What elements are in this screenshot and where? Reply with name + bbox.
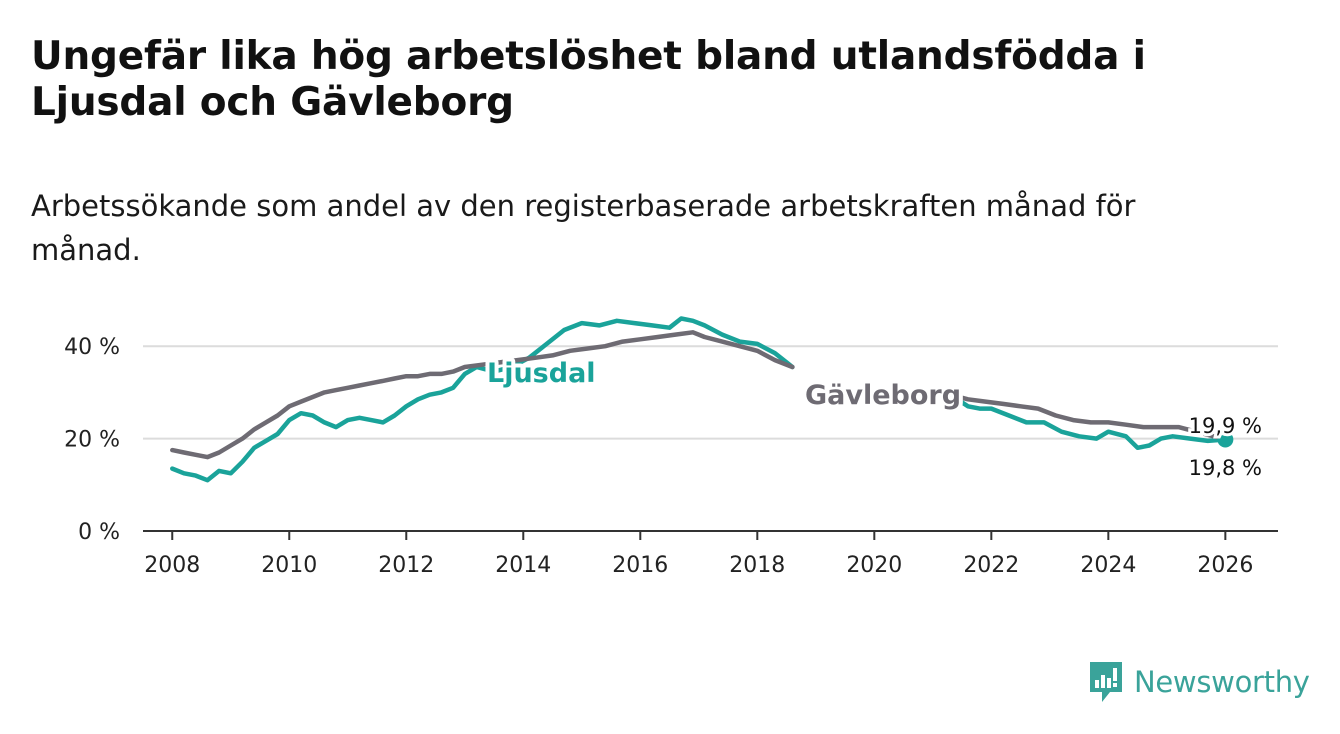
x-tick-label: 2010	[261, 553, 317, 578]
x-axis: 2008 2010 2012 2014 2016 2018 2020 2022 2024 2026	[143, 530, 1278, 578]
logo-text: Newsworthy	[1134, 665, 1310, 699]
series-lines	[170, 316, 1234, 483]
y-axis-ticks: 0 % 20 % 40 %	[64, 335, 120, 545]
x-tick-label: 2008	[144, 553, 200, 578]
ljusdal-end-value-label: 19,8 %	[1189, 456, 1262, 480]
x-tick-label: 2016	[612, 553, 668, 578]
gavleborg-end-value-label: 19,9 %	[1189, 414, 1262, 438]
x-tick-label: 2020	[846, 553, 902, 578]
y-tick-label: 0 %	[78, 520, 120, 545]
newsworthy-logo: Newsworthy	[1088, 660, 1310, 704]
x-tick-label: 2012	[378, 553, 434, 578]
series-labels: Ljusdal Gävleborg 19,9 % 19,8 %	[483, 354, 1265, 483]
x-tick-label: 2018	[729, 553, 785, 578]
y-tick-label: 40 %	[64, 335, 120, 360]
gridlines	[143, 345, 1278, 440]
gavleborg-line-segment-1	[948, 392, 1228, 442]
gavleborg-series-label: Gävleborg	[805, 380, 961, 411]
x-tick-label: 2022	[963, 553, 1019, 578]
gavleborg-line-segment-0	[170, 330, 795, 460]
ljusdal-line-segment-1	[948, 392, 1228, 451]
ljusdal-series-label: Ljusdal	[487, 358, 596, 389]
x-tick-label: 2014	[495, 553, 551, 578]
ljusdal-end-point	[1217, 431, 1234, 448]
x-tick-label: 2026	[1197, 553, 1253, 578]
y-tick-label: 20 %	[64, 428, 120, 453]
chart-subtitle: Arbetssökande som andel av den registerb…	[31, 189, 1136, 267]
ljusdal-line-segment-0	[170, 316, 795, 483]
newsworthy-chart-icon	[1090, 662, 1122, 702]
x-tick-label: 2024	[1080, 553, 1136, 578]
chart-title: Ungefär lika hög arbetslöshet bland utla…	[31, 34, 1146, 125]
